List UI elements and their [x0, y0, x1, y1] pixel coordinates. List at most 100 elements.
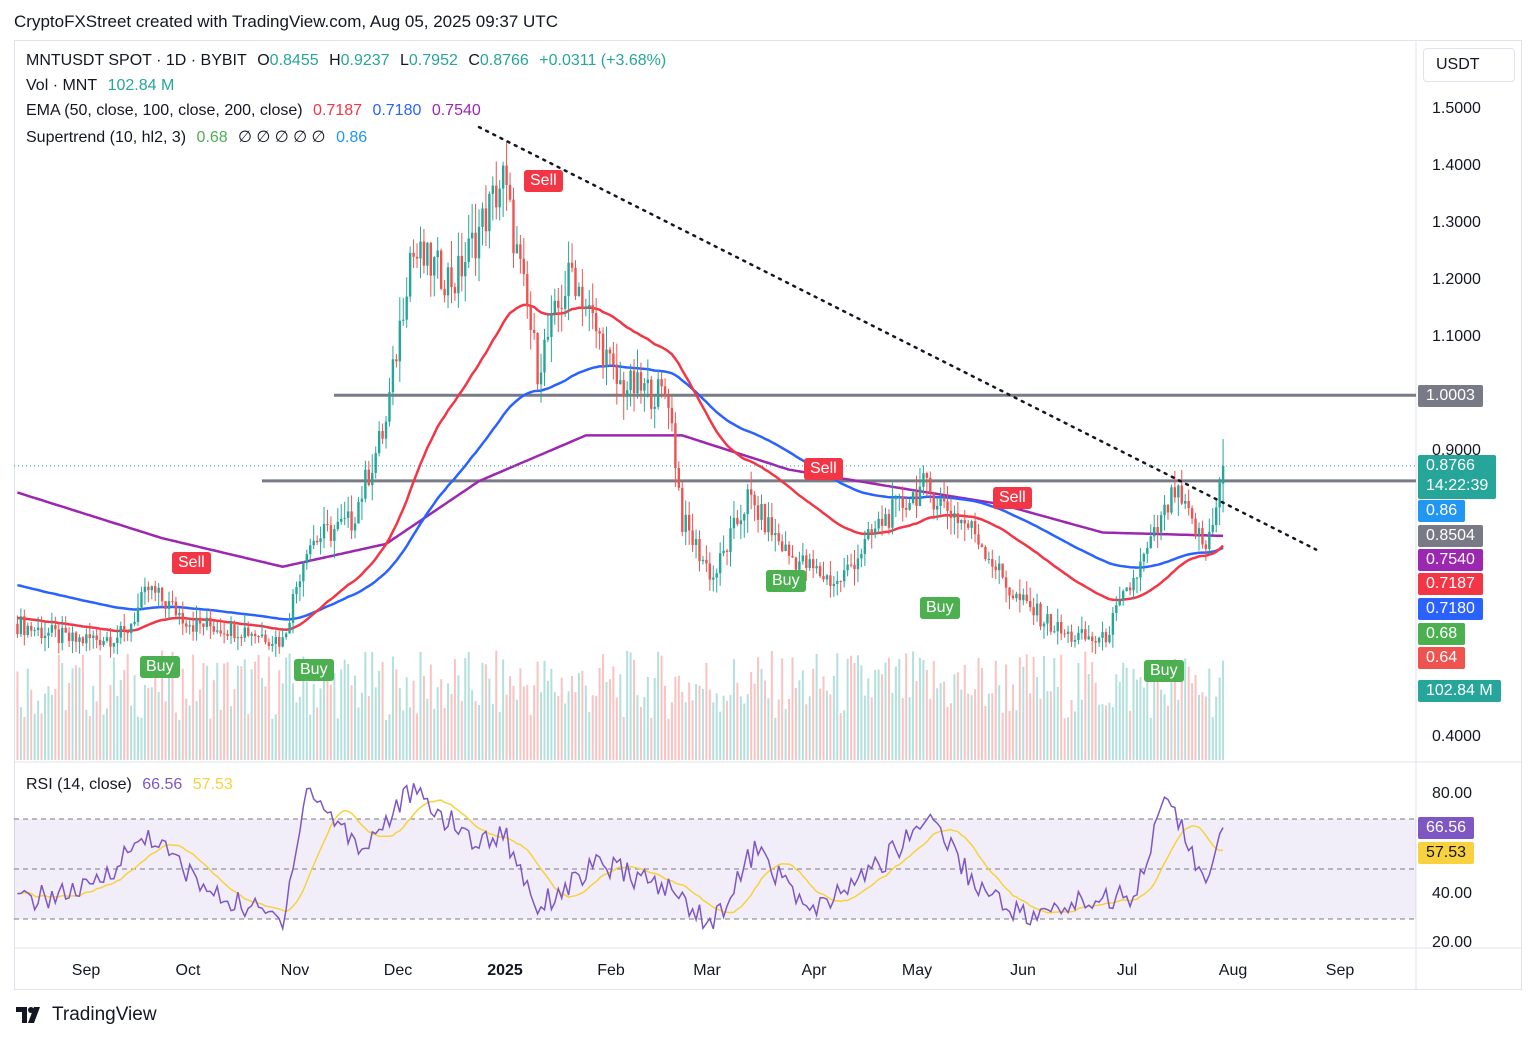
candle-body: [718, 553, 722, 574]
candle-body: [1156, 527, 1159, 533]
volume-bar: [205, 665, 208, 760]
volume-bar: [887, 657, 890, 760]
volume-legend[interactable]: Vol · MNT 102.84 M: [26, 77, 180, 95]
volume-bar: [557, 696, 560, 760]
volume-bar: [150, 687, 153, 760]
volume-bar: [50, 694, 53, 760]
candle-body: [856, 558, 860, 570]
candle-body: [674, 423, 677, 469]
candle-body: [677, 468, 681, 488]
volume-bar: [133, 675, 136, 760]
volume-bar: [223, 663, 226, 760]
volume-bar: [1184, 658, 1187, 760]
volume-bar: [681, 691, 684, 760]
volume-bar: [912, 651, 915, 760]
volume-bar: [1129, 710, 1132, 760]
candle-body: [212, 626, 215, 632]
candle-body: [615, 364, 619, 385]
volume-bar: [619, 674, 622, 760]
volume-bar: [777, 699, 780, 760]
volume-bar: [987, 693, 990, 760]
candle-body: [1073, 639, 1077, 642]
candle-body: [880, 518, 884, 526]
volume-bar: [646, 676, 649, 760]
volume-bar: [984, 706, 987, 760]
volume-bar: [230, 706, 233, 760]
volume-bar: [664, 685, 667, 760]
currency-selector[interactable]: USDT: [1423, 48, 1515, 82]
volume-bar: [605, 681, 608, 760]
candle-body: [877, 518, 880, 529]
time-tick: Nov: [280, 962, 310, 979]
volume-bar: [326, 667, 329, 760]
candle-body: [1111, 612, 1115, 635]
candle-body: [973, 521, 977, 535]
volume-bar: [1049, 691, 1052, 760]
volume-bar: [292, 683, 295, 760]
candle-body: [388, 392, 391, 422]
candle-body: [395, 359, 398, 362]
volume-bar: [278, 670, 281, 760]
candle-body: [247, 627, 250, 636]
volume-bar: [1025, 654, 1028, 760]
volume-bar: [1166, 706, 1169, 760]
candle-body: [505, 165, 508, 185]
candle-body: [1173, 487, 1177, 498]
volume-bar: [533, 685, 536, 760]
candle-body: [949, 510, 953, 518]
candle-body: [1056, 621, 1059, 632]
volume-bar: [967, 693, 970, 760]
candle-body: [991, 559, 994, 567]
candle-body: [667, 396, 670, 408]
candle-body: [663, 386, 667, 397]
candle-body: [364, 469, 367, 499]
volume-bar: [612, 666, 615, 760]
candle-body: [591, 304, 594, 314]
candle-body: [1108, 634, 1111, 643]
volume-bar: [1029, 693, 1032, 760]
volume-bar: [894, 666, 897, 760]
volume-bar: [936, 688, 939, 760]
volume-bar: [736, 682, 739, 760]
candle-body: [443, 288, 446, 296]
candle-body: [822, 576, 825, 580]
volume-bar: [980, 668, 983, 760]
volume-bar: [491, 704, 494, 760]
volume-bar: [81, 655, 84, 760]
volume-bar: [309, 714, 312, 760]
ema-legend[interactable]: EMA (50, close, 100, close, 200, close) …: [26, 102, 487, 120]
time-tick: Feb: [597, 962, 625, 979]
rsi-tick: 40.00: [1432, 885, 1473, 902]
candle-body: [1194, 518, 1197, 536]
price-tick: 1.3000: [1432, 214, 1481, 231]
volume-bar: [891, 692, 894, 760]
level-1-tag: 1.0003: [1418, 385, 1483, 407]
volume-bar: [994, 660, 997, 760]
candle-body: [1066, 631, 1070, 634]
candle-body: [1159, 515, 1163, 533]
candle-body: [470, 232, 474, 239]
candle-body: [684, 514, 687, 532]
volume-bar: [1039, 698, 1042, 760]
symbol-label[interactable]: MNTUSDT SPOT · 1D · BYBIT: [26, 52, 247, 69]
candle-body: [1011, 595, 1015, 599]
volume-bar: [1215, 696, 1218, 760]
volume-bar: [836, 653, 839, 760]
volume-bar: [202, 662, 205, 760]
volume-bar: [505, 694, 508, 760]
supertrend-legend[interactable]: Supertrend (10, hl2, 3) 0.68 ∅ ∅ ∅ ∅ ∅ 0…: [26, 127, 373, 147]
volume-bar: [1032, 657, 1035, 760]
volume-bar: [92, 685, 95, 760]
candle-body: [939, 498, 942, 506]
tradingview-brand[interactable]: TradingView: [16, 1004, 157, 1026]
rsi-legend[interactable]: RSI (14, close) 66.56 57.53: [26, 776, 239, 794]
volume-bar: [340, 669, 343, 760]
candle-body: [1139, 561, 1142, 578]
candle-body: [811, 559, 815, 569]
volume-bar: [712, 702, 715, 760]
candle-body: [646, 379, 650, 384]
candle-body: [918, 486, 922, 506]
candle-body: [26, 625, 29, 636]
candle-body: [997, 563, 1001, 571]
